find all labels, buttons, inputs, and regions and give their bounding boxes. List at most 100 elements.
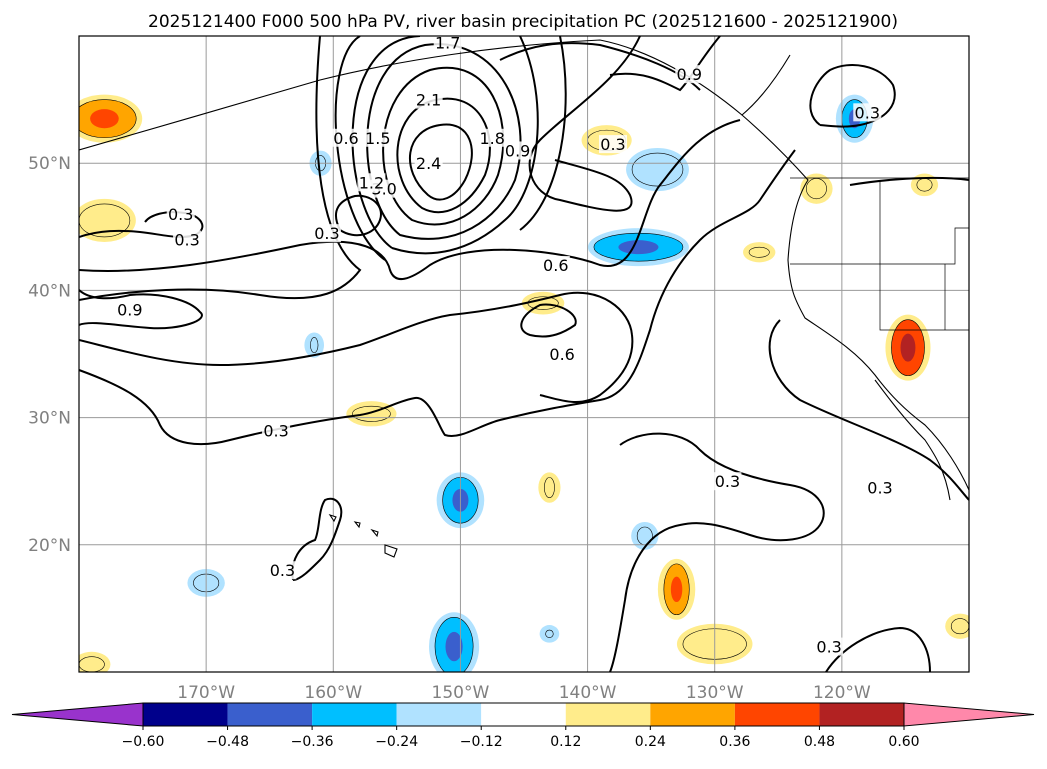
colorbar-tick-label: −0.12 bbox=[460, 734, 503, 750]
contour-0.9-lower bbox=[79, 289, 203, 330]
contour-label-bg-10 bbox=[332, 128, 360, 147]
north-america-coastline bbox=[741, 54, 969, 491]
contour-label-bg-15 bbox=[599, 135, 627, 154]
contour-0.9-main bbox=[79, 36, 641, 301]
contour-0.3-central bbox=[335, 194, 382, 237]
lon-tick-label: 130°W bbox=[686, 683, 744, 703]
precip-region-6 bbox=[916, 178, 933, 192]
alaska-coastline bbox=[79, 39, 743, 151]
contour-label-bg-22 bbox=[166, 205, 195, 224]
lat-tick-label: 40°N bbox=[28, 281, 71, 301]
colorbar-frame bbox=[142, 702, 905, 727]
lon-tick-label: 140°W bbox=[559, 683, 617, 703]
coastlines bbox=[79, 39, 969, 558]
contour-label: 0.3 bbox=[816, 638, 841, 657]
latitude-tick-labels: 20°N 30°N 40°N 50°N bbox=[28, 154, 71, 556]
contour-label-bg-21 bbox=[815, 637, 844, 656]
contour-label: 1.5 bbox=[365, 129, 390, 148]
contour-0.3-ne bbox=[809, 64, 896, 128]
contour-label: 2.4 bbox=[416, 154, 441, 173]
contour-label-bg-1 bbox=[414, 154, 443, 173]
precip-region-1 bbox=[79, 203, 131, 238]
contour-3.0 bbox=[408, 123, 473, 201]
lon-tick-label: 170°W bbox=[177, 683, 235, 703]
contour-0.6-main bbox=[79, 119, 741, 280]
colorbar-tick-label: 0.60 bbox=[888, 734, 919, 750]
hawaii-islands bbox=[328, 513, 398, 558]
colorbar-segment-7 bbox=[734, 703, 820, 726]
baja-coastline bbox=[874, 379, 951, 501]
contour-label-bg-2 bbox=[414, 90, 443, 109]
colorbar-tick-label: −0.36 bbox=[291, 734, 334, 750]
colorbar-segment-0 bbox=[143, 703, 228, 726]
colorbar-tick-label: −0.24 bbox=[375, 734, 418, 750]
colorbar-extend-low bbox=[11, 702, 144, 727]
contour-label-bg-13 bbox=[312, 224, 341, 243]
precip-region-5 bbox=[805, 178, 827, 200]
colorbar-segment-1 bbox=[227, 703, 313, 726]
contour-label: 2.1 bbox=[416, 91, 441, 110]
contour-label: 0.3 bbox=[855, 103, 880, 122]
precip-region-core-0 bbox=[90, 109, 119, 129]
longitude-tick-labels: 170°W 160°W 150°W 140°W 130°W 120°W bbox=[177, 683, 871, 703]
contour-label: 1.7 bbox=[435, 33, 460, 52]
contour-label: 0.3 bbox=[715, 472, 740, 491]
colorbar-tick-label: −0.60 bbox=[122, 734, 165, 750]
contour-label-bg-7 bbox=[503, 141, 532, 160]
lat-tick-label: 30°N bbox=[28, 409, 71, 429]
colorbar-segment-5 bbox=[565, 703, 651, 726]
contour-labels: 3.02.42.11.81.51.21.70.90.90.90.60.60.60… bbox=[115, 33, 894, 657]
contour-label: 0.3 bbox=[867, 479, 892, 498]
colorbar: −0.60 −0.48 −0.36 −0.24 −0.12 0.12 0.24 0.36 0.4… bbox=[11, 702, 1035, 750]
contour-label: 0.3 bbox=[600, 135, 625, 154]
colorbar-tick-label: −0.48 bbox=[206, 734, 249, 750]
contour-label: 1.2 bbox=[359, 173, 384, 192]
colorbar-segment-6 bbox=[650, 703, 735, 726]
lat-tick-label: 50°N bbox=[28, 154, 71, 174]
precip-region-core-9 bbox=[900, 333, 916, 362]
contour-0.3-east bbox=[849, 176, 969, 186]
precip-region-core-7 bbox=[618, 240, 659, 255]
lat-tick-label: 20°N bbox=[28, 536, 71, 556]
contour-label: 0.3 bbox=[174, 231, 199, 250]
contour-2.1 bbox=[382, 66, 505, 226]
lon-tick-label: 160°W bbox=[304, 683, 362, 703]
lon-tick-label: 150°W bbox=[432, 683, 490, 703]
map-frame bbox=[78, 35, 970, 673]
colorbar-extend-high bbox=[903, 702, 1035, 727]
contour-label-bg-17 bbox=[262, 421, 291, 440]
precip-region-22 bbox=[950, 618, 969, 635]
precip-region-3 bbox=[631, 152, 684, 187]
us-state-border-3 bbox=[879, 180, 969, 331]
contour-0.6-lower bbox=[79, 291, 634, 403]
contour-0.3-subtropic bbox=[609, 432, 825, 672]
colorbar-tick-label: 0.24 bbox=[635, 734, 666, 750]
contour-0.6-loop bbox=[520, 303, 577, 338]
colorbar-tick-label: 0.48 bbox=[804, 734, 835, 750]
contour-0.3-main bbox=[79, 149, 796, 446]
precip-region-21 bbox=[79, 656, 105, 672]
precip-region-8 bbox=[748, 246, 770, 258]
contour-label: 0.6 bbox=[549, 345, 574, 364]
lon-tick-label: 120°W bbox=[813, 683, 871, 703]
contour-label-bg-3 bbox=[478, 128, 507, 147]
colorbar-tick-label: 0.12 bbox=[550, 734, 581, 750]
contour-label: 0.3 bbox=[270, 561, 295, 580]
precip-region-core-19 bbox=[445, 631, 463, 662]
contour-label-bg-18 bbox=[713, 472, 742, 491]
contour-label: 0.6 bbox=[543, 256, 568, 275]
us-state-border-2 bbox=[790, 227, 969, 265]
contour-label: 1.8 bbox=[479, 129, 504, 148]
contour-label-bg-14 bbox=[173, 230, 202, 249]
contour-2.4 bbox=[396, 97, 491, 214]
colorbar-segment-3 bbox=[396, 703, 482, 726]
colorbar-segment-8 bbox=[819, 703, 904, 726]
contour-label-bg-11 bbox=[541, 255, 570, 274]
colorbar-segment-4 bbox=[481, 703, 566, 726]
precip-region-12 bbox=[310, 337, 319, 354]
precip-region-core-17 bbox=[670, 576, 683, 603]
contour-label-bg-4 bbox=[363, 128, 392, 147]
contour-label: 0.3 bbox=[168, 205, 193, 224]
contour-label: 0.3 bbox=[263, 421, 288, 440]
